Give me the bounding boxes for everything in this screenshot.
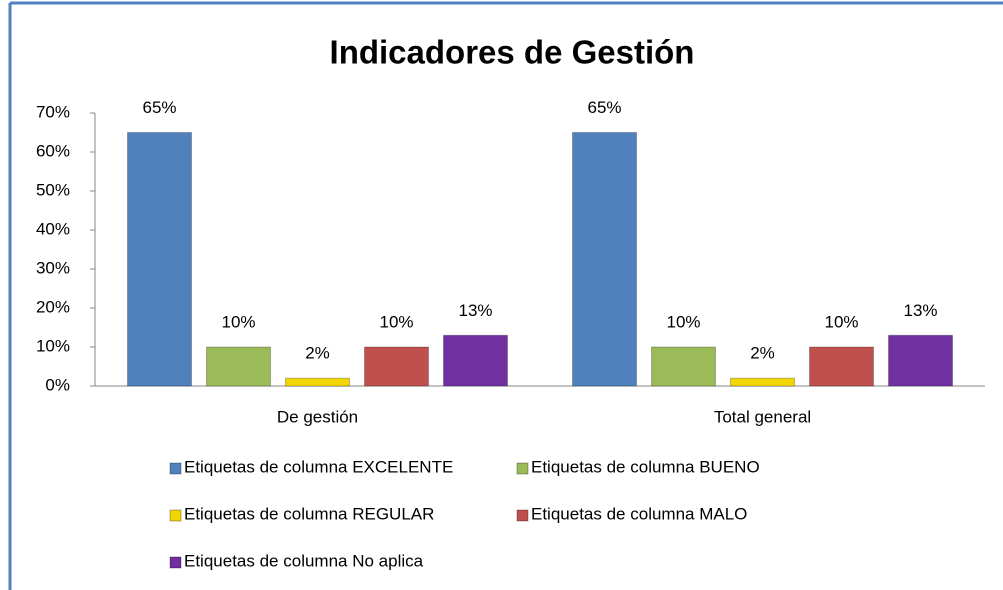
y-tick-label: 10% (36, 336, 70, 355)
x-tick-label: De gestión (277, 407, 358, 426)
legend-swatch (516, 509, 529, 522)
bar (127, 132, 192, 387)
legend-label: Etiquetas de columna BUENO (531, 457, 760, 476)
legend-swatch (169, 556, 182, 569)
bar (730, 377, 795, 387)
data-label: 65% (587, 98, 621, 117)
y-tick-label: 50% (36, 180, 70, 199)
data-label: 2% (750, 344, 775, 363)
data-label: 10% (824, 312, 858, 331)
y-tick-label: 0% (45, 375, 70, 394)
legend-label: Etiquetas de columna REGULAR (184, 504, 434, 523)
data-label: 2% (305, 344, 330, 363)
bar (572, 132, 637, 387)
data-label: 10% (379, 312, 413, 331)
bar (443, 334, 508, 387)
bar (206, 346, 271, 387)
bar (364, 346, 429, 387)
legend-label: Etiquetas de columna EXCELENTE (184, 457, 453, 476)
legend-swatch (169, 462, 182, 475)
data-label: 10% (666, 312, 700, 331)
y-tick-label: 20% (36, 297, 70, 316)
y-tick-label: 60% (36, 141, 70, 160)
legend-swatch (169, 509, 182, 522)
bar (888, 334, 953, 387)
legend-label: Etiquetas de columna MALO (531, 504, 747, 523)
bar (809, 346, 874, 387)
data-label: 65% (142, 98, 176, 117)
data-label: 13% (458, 301, 492, 320)
data-label: 13% (903, 301, 937, 320)
legend-swatch (516, 462, 529, 475)
data-label: 10% (221, 312, 255, 331)
chart-title: Indicadores de Gestión (330, 34, 695, 71)
y-tick-label: 70% (36, 102, 70, 121)
y-tick-label: 30% (36, 258, 70, 277)
y-tick-label: 40% (36, 219, 70, 238)
bar (651, 346, 716, 387)
bar (285, 377, 350, 387)
x-tick-label: Total general (714, 407, 811, 426)
legend-label: Etiquetas de columna No aplica (184, 551, 424, 570)
